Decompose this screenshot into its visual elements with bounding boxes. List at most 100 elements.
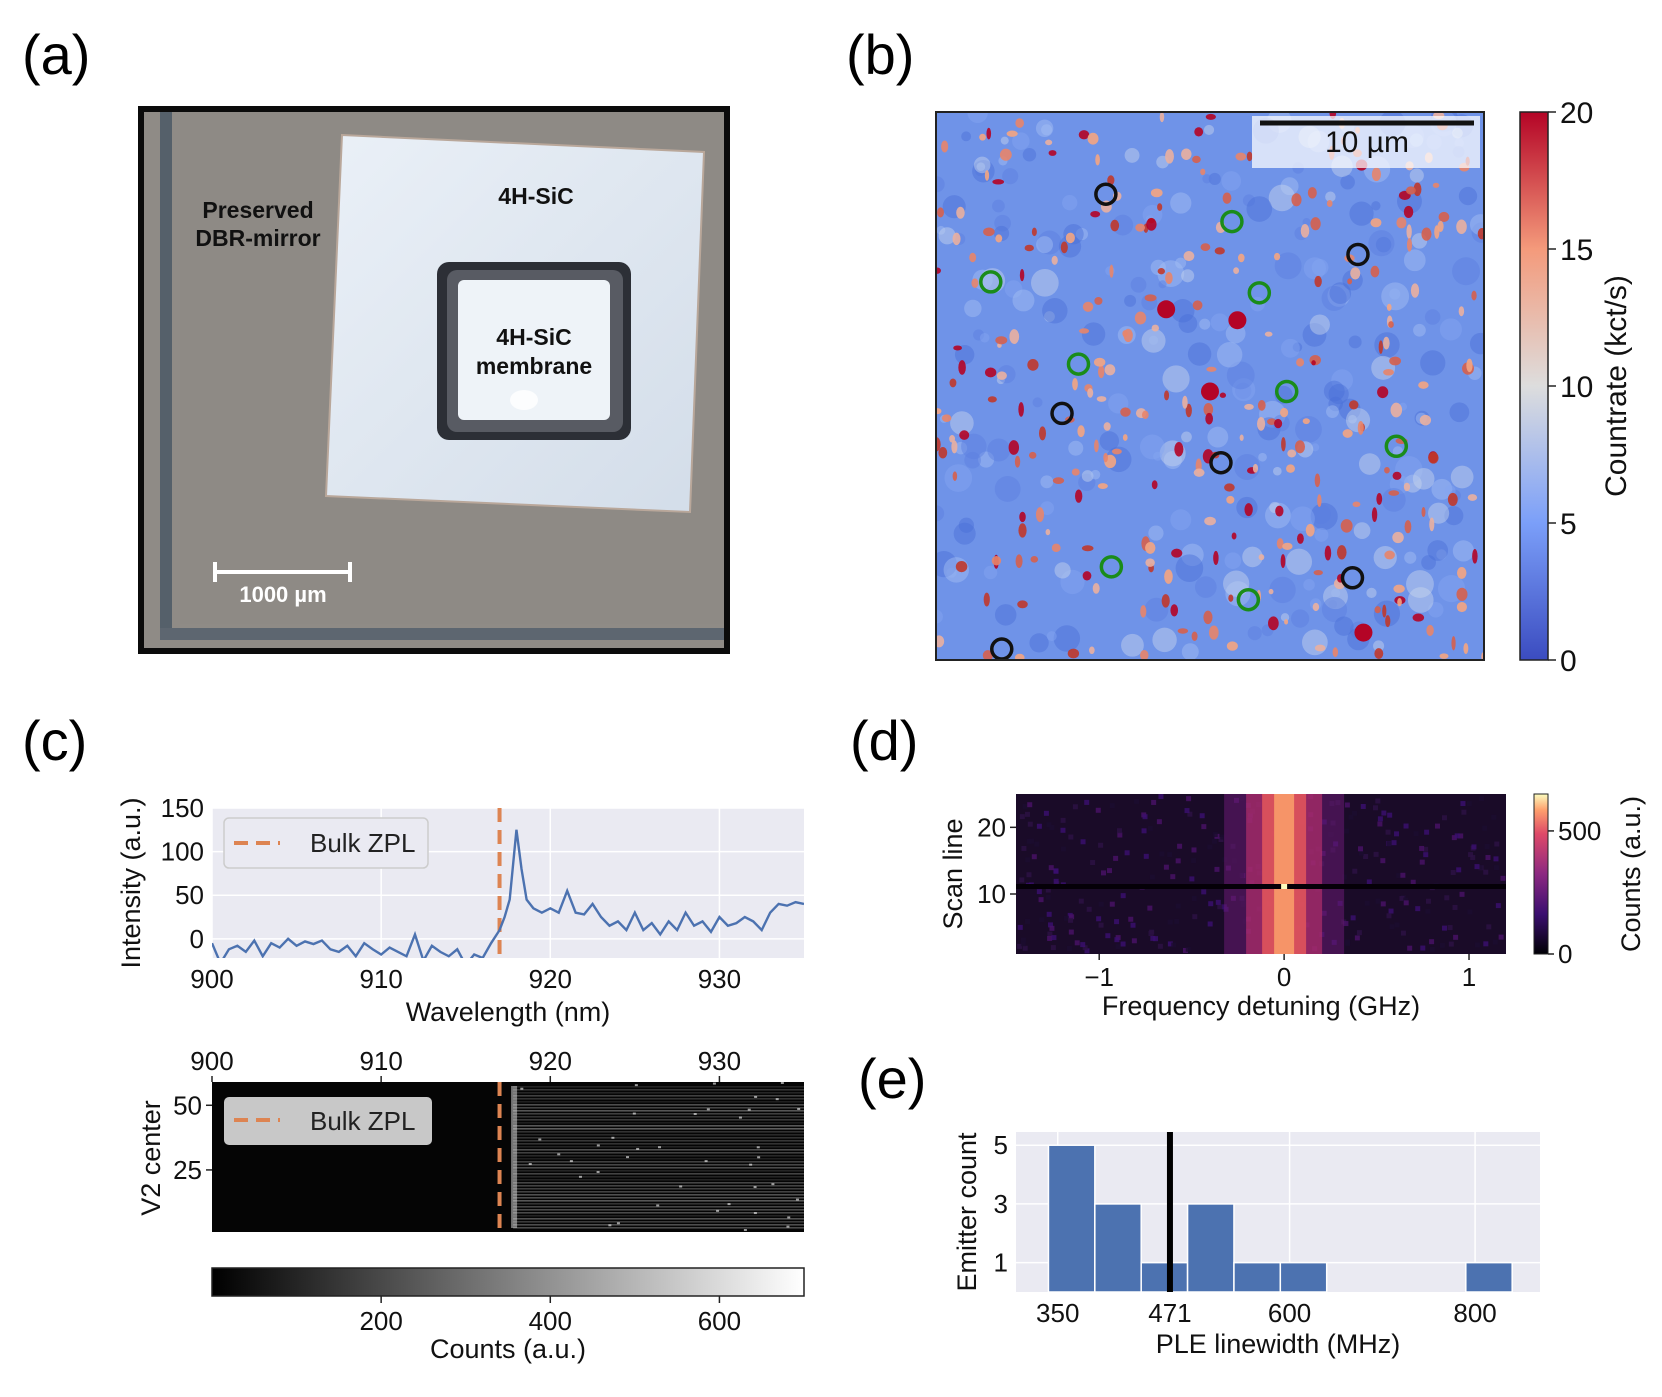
- background-speckle: [1152, 627, 1177, 653]
- spectra-map-top-tick-label: 900: [190, 1046, 233, 1076]
- emitter-spot: [1039, 426, 1047, 441]
- background-speckle: [1274, 252, 1302, 280]
- ple-map-pixel: [1080, 839, 1086, 845]
- ple-resonance-band: [1274, 794, 1295, 954]
- background-speckle: [1099, 431, 1120, 451]
- background-speckle: [1002, 168, 1019, 185]
- emitter-spot: [936, 437, 941, 452]
- scalebar-a-label: 1000 µm: [239, 582, 326, 607]
- emitter-spot: [941, 414, 952, 422]
- background-speckle: [1170, 509, 1192, 531]
- ple-map-pixel: [1060, 817, 1066, 823]
- emitter-spot: [1203, 610, 1213, 625]
- emitter-spot: [1246, 151, 1253, 162]
- ple-map-pixel: [1022, 945, 1028, 951]
- ple-map-pixel: [1391, 840, 1397, 846]
- emitter-spot: [1171, 548, 1183, 558]
- scalebar-b-label: 10 µm: [1325, 126, 1409, 159]
- background-speckle: [1285, 548, 1313, 575]
- spectra-map-hotspot: [611, 1136, 615, 1139]
- background-speckle: [967, 112, 988, 124]
- spectra-map-row: [513, 1212, 804, 1214]
- ple-map-pixel: [1363, 854, 1369, 860]
- ple-map-pixel: [1114, 919, 1120, 925]
- ple-map-pixel: [1341, 874, 1347, 880]
- background-speckle: [1303, 579, 1315, 591]
- ple-map-pixel: [1098, 901, 1104, 907]
- emitter-spot: [996, 371, 1007, 380]
- spectra-map-hotspot: [704, 1160, 708, 1163]
- ple-map-pixel: [1068, 917, 1074, 923]
- emitter-spot: [982, 650, 993, 660]
- panel-d-letter: (d): [850, 709, 918, 772]
- background-speckle: [1428, 502, 1450, 524]
- bright-emitter: [1228, 311, 1247, 330]
- background-speckle: [1452, 540, 1475, 562]
- emitter-spot: [1392, 531, 1404, 544]
- emitter-spot: [1357, 420, 1364, 435]
- emitter-spot: [1031, 227, 1037, 237]
- background-speckle: [1449, 402, 1470, 423]
- ple-map-pixel: [1069, 914, 1075, 920]
- emitter-spot: [1224, 483, 1235, 492]
- ple-map-pixel: [1084, 799, 1090, 805]
- emitter-spot: [1439, 653, 1449, 659]
- emitter-spot: [1403, 205, 1414, 219]
- background-speckle: [1420, 350, 1446, 376]
- spectrum-y-tick-label: 50: [175, 880, 204, 910]
- membrane-label-line1: 4H-SiC: [496, 324, 571, 350]
- histogram-y-tick-label: 3: [994, 1189, 1008, 1219]
- emitter-spot: [958, 360, 966, 375]
- histogram-bar: [1140, 1261, 1189, 1293]
- spectra-map-hotspot: [608, 1224, 612, 1227]
- colorbar-b-ticks: 0 5 10 15 20: [1548, 97, 1593, 678]
- emitter-spot: [951, 440, 958, 454]
- ple-map-pixel: [1072, 804, 1078, 810]
- bright-emitter: [1354, 623, 1373, 642]
- background-speckle: [1366, 587, 1377, 599]
- emitter-spot: [1300, 223, 1310, 238]
- emitter-spot: [1109, 264, 1114, 278]
- background-speckle: [1280, 338, 1300, 358]
- background-speckle: [1130, 276, 1147, 293]
- emitter-spot: [1297, 533, 1304, 544]
- ple-map-pixel: [1460, 801, 1466, 807]
- emitter-spot: [1235, 152, 1247, 161]
- background-speckle: [1311, 443, 1320, 452]
- ple-map-x-tick-label: 1: [1462, 962, 1476, 992]
- spectra-map-row: [513, 1161, 804, 1163]
- emitter-spot: [1383, 336, 1390, 350]
- emitter-spot: [1205, 412, 1213, 425]
- spectrum-x-tick-label: 900: [190, 964, 233, 994]
- confocal-map: 10 µm: [935, 111, 1485, 661]
- ple-map-pixel: [1124, 850, 1130, 856]
- emitter-spot: [1200, 168, 1206, 176]
- ple-map-pixel: [1114, 937, 1120, 943]
- emitter-spot: [1164, 569, 1173, 584]
- ple-map-pixel: [1080, 942, 1086, 948]
- colorbar-b: 0 5 10 15 20 Countrate (kct/s): [1519, 97, 1633, 678]
- background-speckle: [1235, 382, 1252, 400]
- background-speckle: [1170, 192, 1192, 214]
- background-speckle: [1036, 236, 1054, 254]
- ple-map-pixel: [1019, 877, 1025, 883]
- emitter-spot: [1281, 437, 1286, 452]
- ple-map: −1 0 1 10 20 Frequency detuning (GHz) Scan …: [938, 794, 1506, 1021]
- marker-black: [1050, 401, 1074, 426]
- spectrum-legend: Bulk ZPL: [223, 817, 429, 869]
- ple-map-pixel: [1215, 899, 1221, 905]
- spectrum-plot: Bulk ZPL 900 910 920 930 0 50 100 150 Waveleng…: [116, 793, 804, 1027]
- background-speckle: [1199, 318, 1211, 330]
- spectra-map-hotspot: [520, 1087, 524, 1090]
- emitter-spot: [1067, 648, 1080, 659]
- spectra-map-row: [513, 1221, 804, 1223]
- ple-map-pixel: [1098, 922, 1104, 928]
- ple-map-y-tick-label: 20: [977, 812, 1006, 842]
- emitter-spot: [1273, 252, 1281, 261]
- ple-map-pixel: [1364, 900, 1370, 906]
- emitter-spot: [1134, 311, 1147, 325]
- ple-map-pixel: [1356, 930, 1362, 936]
- background-speckle: [1421, 555, 1436, 570]
- background-speckle: [1334, 616, 1354, 636]
- ple-map-pixel: [1134, 798, 1140, 804]
